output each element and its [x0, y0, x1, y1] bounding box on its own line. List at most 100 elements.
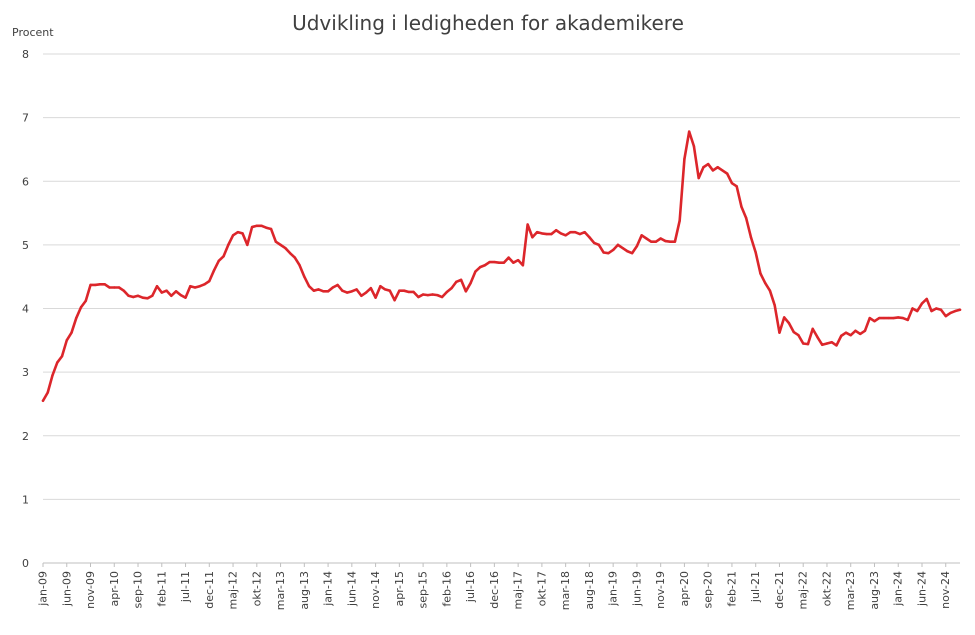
- x-tick-label: aug-13: [298, 571, 311, 610]
- data-point: [764, 281, 767, 285]
- data-point: [274, 240, 278, 243]
- data-point: [783, 316, 786, 319]
- x-tick-label: mar-23: [844, 571, 857, 610]
- data-point: [431, 293, 434, 296]
- data-point: [897, 316, 900, 319]
- y-axis-ticks: 0 1 2 3 4 5 6 7 8: [22, 48, 29, 570]
- chart-title: Udvikling i ledigheden for akademikere: [292, 11, 684, 35]
- data-point: [222, 255, 225, 258]
- data-point: [426, 293, 430, 297]
- data-point: [155, 285, 159, 288]
- data-point: [588, 236, 591, 239]
- data-point: [768, 289, 772, 292]
- data-point: [778, 331, 781, 334]
- data-point: [725, 172, 729, 175]
- data-point: [531, 236, 534, 239]
- data-point: [284, 246, 287, 250]
- data-point: [849, 334, 852, 337]
- data-point: [75, 316, 78, 320]
- y-tick-label: 4: [22, 303, 29, 316]
- data-point: [322, 290, 325, 293]
- data-point: [640, 234, 643, 237]
- data-point: [445, 290, 449, 294]
- data-point: [844, 331, 848, 334]
- data-point: [212, 269, 216, 272]
- data-point: [797, 334, 800, 337]
- data-point: [165, 289, 168, 292]
- data-point: [830, 341, 833, 344]
- x-tick-label: mar-13: [274, 571, 287, 610]
- data-point: [455, 280, 458, 283]
- x-tick-label: aug-23: [868, 571, 881, 610]
- data-point: [79, 306, 83, 309]
- data-point: [821, 343, 824, 346]
- data-point: [749, 236, 753, 239]
- data-point: [654, 240, 658, 243]
- data-point: [740, 205, 743, 208]
- data-point: [521, 264, 525, 267]
- data-point: [459, 278, 463, 282]
- gridlines: [43, 53, 960, 500]
- x-tick-label: jul-21: [749, 571, 762, 603]
- data-point: [293, 256, 297, 259]
- data-point: [65, 339, 68, 342]
- data-point: [98, 283, 102, 286]
- data-point: [208, 279, 211, 283]
- data-point: [317, 288, 320, 291]
- data-point: [388, 289, 392, 292]
- data-point: [545, 232, 548, 236]
- data-point: [868, 316, 871, 320]
- data-point: [255, 224, 259, 227]
- data-point: [759, 272, 762, 275]
- y-tick-label: 6: [22, 175, 29, 188]
- y-tick-label: 5: [22, 239, 29, 252]
- data-point: [307, 285, 311, 288]
- data-point: [312, 289, 316, 292]
- x-tick-label: sep-15: [417, 571, 430, 608]
- data-point: [360, 294, 363, 297]
- data-point: [56, 361, 59, 364]
- data-point: [673, 240, 677, 243]
- data-point: [122, 289, 125, 292]
- data-point: [935, 307, 938, 310]
- data-point: [578, 232, 582, 236]
- x-tick-label: maj-22: [797, 571, 810, 609]
- x-tick-label: jan-24: [892, 571, 905, 607]
- data-point: [189, 285, 192, 288]
- data-point: [497, 261, 501, 264]
- data-point: [464, 290, 468, 293]
- data-point: [892, 316, 895, 320]
- y-tick-label: 2: [22, 430, 29, 443]
- data-point: [198, 285, 201, 288]
- data-point: [141, 296, 144, 299]
- y-tick-label: 8: [22, 48, 29, 61]
- data-point: [697, 176, 700, 180]
- data-point: [350, 290, 354, 293]
- data-point: [702, 166, 705, 169]
- data-point: [60, 355, 64, 358]
- x-tick-label: jan-09: [37, 571, 50, 607]
- data-point: [706, 162, 710, 166]
- data-point: [379, 285, 382, 288]
- data-point: [127, 294, 130, 297]
- y-axis-unit-label: Procent: [12, 26, 54, 39]
- data-point: [246, 243, 249, 247]
- data-point: [132, 295, 135, 299]
- data-point: [920, 302, 924, 305]
- data-point: [402, 289, 406, 292]
- data-point: [46, 391, 49, 394]
- data-point: [825, 342, 829, 345]
- data-point: [744, 216, 748, 220]
- data-point: [616, 243, 620, 247]
- x-tick-label: sep-20: [702, 571, 715, 608]
- data-point: [630, 251, 634, 255]
- data-point: [535, 230, 539, 234]
- x-tick-label: okt-12: [250, 571, 263, 606]
- data-point: [792, 330, 795, 334]
- data-point: [151, 294, 154, 297]
- data-point: [94, 283, 97, 287]
- data-point: [355, 288, 358, 291]
- data-point: [108, 286, 111, 289]
- data-point: [393, 299, 396, 302]
- data-point: [649, 240, 653, 243]
